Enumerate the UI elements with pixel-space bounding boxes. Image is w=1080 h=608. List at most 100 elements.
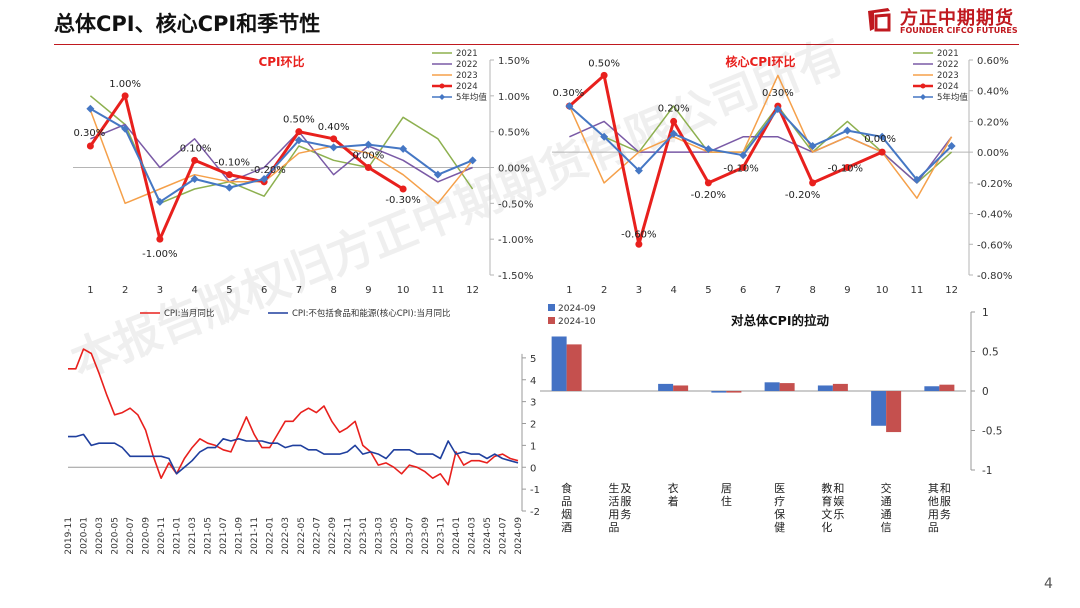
y-tick-label: -1 — [530, 485, 540, 496]
logo-text: 方正中期期货 — [900, 8, 1014, 29]
data-point — [878, 148, 886, 156]
x-category-char: 疗 — [774, 494, 785, 508]
data-label: -0.10% — [723, 164, 758, 175]
x-tick-label: 8 — [809, 285, 815, 296]
company-logo: 方正中期期货 FOUNDER CIFCO FUTURES — [866, 4, 1026, 40]
data-point — [843, 126, 852, 135]
x-tick-label: 2019-11 — [64, 517, 74, 555]
x-category-char: 务 — [620, 508, 631, 521]
data-point — [565, 102, 574, 111]
data-point — [225, 171, 233, 179]
x-category-label: 居住 — [721, 482, 732, 508]
x-tick-label: 2022-01 — [266, 517, 276, 555]
series-line — [68, 348, 519, 486]
legend-label: 5年均值 — [937, 92, 968, 103]
x-tick-label: 6 — [740, 285, 746, 296]
data-point — [225, 183, 234, 192]
y-tick-label: -0.40% — [977, 210, 1012, 221]
data-label: -0.60% — [621, 229, 656, 240]
x-tick-label: 10 — [876, 285, 889, 296]
data-point — [399, 144, 408, 153]
x-tick-label: 2021-03 — [188, 517, 198, 555]
y-tick-label: -0.20% — [977, 179, 1012, 190]
title-divider — [54, 44, 1019, 45]
series-line-2024 — [568, 73, 883, 246]
data-label: -0.20% — [250, 165, 285, 176]
x-tick-label: 2023-01 — [359, 517, 369, 555]
legend-marker — [439, 94, 445, 100]
x-category-char: 信 — [881, 521, 892, 534]
x-tick-label: 2023-07 — [405, 517, 415, 555]
data-point — [704, 145, 713, 154]
bar-2024-10 — [832, 383, 848, 391]
x-category-char: 乐 — [833, 508, 844, 521]
x-tick-label: 2024-01 — [452, 517, 462, 555]
x-category-char: 娱 — [833, 494, 844, 508]
x-category-char: 和 — [833, 482, 844, 495]
x-category-char: 居 — [721, 482, 732, 495]
data-label: 0.00% — [352, 151, 384, 162]
legend-swatch — [548, 317, 555, 324]
page-number: 4 — [1044, 576, 1053, 592]
data-point — [86, 104, 95, 113]
x-category-char: 及 — [620, 482, 631, 495]
bar-2024-10 — [886, 391, 902, 433]
data-label: 0.20% — [658, 103, 690, 114]
x-category-char: 用 — [608, 508, 619, 521]
x-tick-label: 6 — [261, 285, 267, 296]
x-tick-label: 7 — [296, 285, 302, 296]
x-tick-label: 2021-01 — [173, 517, 183, 555]
bar-2024-09 — [764, 382, 780, 391]
x-category-char: 和 — [940, 482, 951, 495]
data-point — [121, 92, 129, 100]
logo-subtext: FOUNDER CIFCO FUTURES — [900, 26, 1018, 35]
y-tick-label: 0.40% — [977, 87, 1009, 98]
data-point — [155, 197, 164, 206]
y-tick-label: -1.00% — [498, 235, 533, 246]
data-label: 1.00% — [109, 79, 141, 90]
x-tick-label: 2024-07 — [498, 517, 508, 555]
bar-2024-09 — [658, 383, 674, 391]
legend-label: 2024 — [456, 82, 478, 92]
x-tick-label: 11 — [432, 285, 445, 296]
x-category-char: 服 — [620, 495, 631, 508]
data-point — [670, 117, 678, 125]
data-label: -0.20% — [691, 190, 726, 201]
x-category-char: 品 — [608, 521, 619, 534]
data-point — [156, 235, 164, 243]
legend-label: 2022 — [456, 60, 478, 70]
y-tick-label: 0.60% — [977, 56, 1009, 67]
x-tick-label: 9 — [365, 285, 371, 296]
x-category-char: 医 — [774, 482, 785, 495]
data-point — [294, 136, 303, 145]
x-category-char: 通 — [881, 495, 892, 508]
y-tick-label: 1 — [982, 307, 989, 319]
x-tick-label: 12 — [466, 285, 479, 296]
bar-2024-10 — [566, 344, 582, 391]
legend-label: 2023 — [937, 71, 959, 81]
x-tick-label: 2021-05 — [204, 517, 214, 555]
data-point — [330, 135, 338, 143]
data-point — [912, 175, 921, 184]
data-label: 0.10% — [180, 143, 212, 154]
data-point — [843, 164, 851, 171]
chart-title: 核心CPI环比 — [725, 54, 795, 69]
x-tick-label: 8 — [330, 285, 336, 296]
y-tick-label: 4 — [530, 376, 536, 387]
data-point — [878, 132, 887, 141]
data-label: -1.00% — [142, 249, 177, 260]
x-tick-label: 2023-03 — [374, 517, 384, 555]
data-point — [295, 128, 303, 136]
x-category-char: 健 — [774, 521, 785, 534]
data-label: 0.30% — [762, 88, 794, 99]
x-category-char: 化 — [821, 520, 832, 534]
legend-label: 2023 — [456, 71, 478, 81]
x-category-char: 生 — [608, 481, 619, 495]
bar-2024-10 — [779, 383, 795, 391]
x-category-char: 保 — [774, 507, 785, 521]
